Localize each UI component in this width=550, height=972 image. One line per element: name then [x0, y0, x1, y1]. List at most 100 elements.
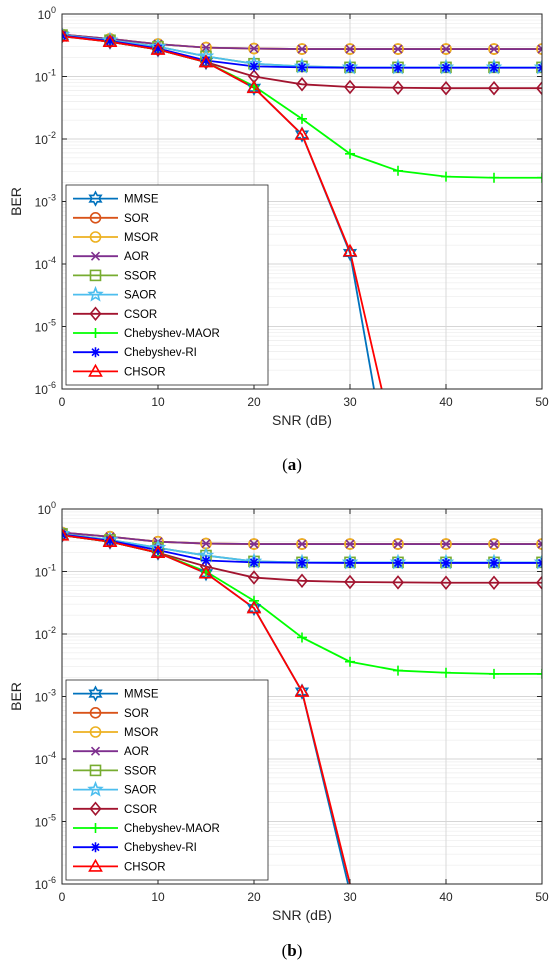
data-point-mmse — [246, 599, 262, 617]
data-point-msor — [440, 43, 452, 55]
legend-entry-mmse: MMSE — [124, 689, 159, 701]
data-point-csor — [439, 575, 453, 591]
legend-marker-msor — [89, 726, 102, 738]
series-line-chebyshev-maor — [62, 34, 542, 179]
legend-marker-chebyshev-ri — [90, 842, 101, 853]
data-point-csor — [535, 80, 542, 96]
data-point-msor — [488, 43, 500, 55]
data-point-csor — [151, 42, 165, 57]
legend-entry-csor: CSOR — [124, 309, 157, 321]
data-point-csor — [535, 575, 542, 591]
legend-entry-chebyshev-maor: Chebyshev-MAOR — [124, 328, 220, 340]
data-point-aor — [489, 44, 499, 54]
data-point-aor — [249, 43, 259, 54]
data-point-chebyshev-ri — [441, 62, 451, 73]
data-point-csor — [439, 80, 453, 96]
data-point-aor — [201, 43, 211, 53]
legend-entry-chebyshev-ri: Chebyshev-RI — [124, 842, 197, 854]
data-point-aor — [249, 539, 259, 549]
legend-marker-chsor — [88, 363, 103, 377]
data-point-chebyshev-maor — [393, 665, 403, 676]
data-point-aor — [201, 538, 211, 549]
data-point-msor — [296, 538, 308, 550]
y-tick-label: 10-1 — [35, 68, 56, 85]
legend: MMSE SOR MSOR AOR SSOR SAOR CSOR Chebyshev-MAOR… — [65, 679, 269, 881]
y-tick-label: 10-3 — [35, 193, 56, 210]
legend-entry-chsor: CHSOR — [124, 366, 166, 378]
data-point-csor — [295, 573, 309, 589]
data-point-chsor — [62, 527, 70, 541]
ber-chart-a: 0 10 20 30 40 50 100 10-1 10-2 10-3 10-4 10-5 10-6 SN… — [8, 5, 549, 474]
data-point-msor — [296, 43, 308, 55]
data-point-csor — [487, 80, 501, 96]
legend-entry-msor: MSOR — [124, 727, 159, 739]
data-point-saor — [62, 26, 71, 43]
data-point-chebyshev-ri — [393, 62, 403, 73]
x-tick-label: 20 — [247, 395, 261, 409]
data-point-chebyshev-ri — [489, 557, 499, 568]
data-point-csor — [295, 77, 309, 92]
legend-entry-sor: SOR — [124, 708, 149, 720]
legend-entry-mmse: MMSE — [124, 194, 159, 206]
x-tick-label: 0 — [59, 890, 66, 904]
x-tick-label: 30 — [343, 395, 357, 409]
data-point-csor — [391, 80, 405, 96]
legend-marker-ssor — [89, 764, 102, 777]
data-point-chebyshev-maor — [297, 113, 307, 124]
data-point-chebyshev-ri — [441, 557, 451, 568]
legend-marker-sor — [89, 707, 102, 719]
data-point-msor — [248, 42, 260, 55]
data-point-aor — [393, 44, 403, 54]
y-tick-label: 100 — [38, 5, 56, 22]
data-point-msor — [536, 43, 542, 55]
legend-entry-chsor: CHSOR — [124, 861, 166, 873]
data-point-aor — [441, 44, 451, 54]
legend-marker-csor — [89, 801, 102, 817]
legend-marker-saor — [87, 285, 104, 302]
legend-marker-csor — [89, 306, 102, 322]
legend-entry-saor: SAOR — [124, 785, 157, 797]
figure-caption: (b) — [282, 941, 303, 960]
data-point-msor — [440, 538, 452, 550]
data-point-aor — [537, 539, 542, 549]
data-point-msor — [344, 538, 356, 550]
data-point-msor — [200, 41, 212, 54]
data-point-chebyshev-ri — [345, 557, 355, 568]
data-point-chebyshev-maor — [393, 165, 403, 176]
ber-chart-b: 0 10 20 30 40 50 100 10-1 10-2 10-3 10-4 10-5 10-6 SN… — [8, 500, 549, 960]
x-tick-label: 10 — [151, 890, 165, 904]
legend-marker-chebyshev-maor — [90, 328, 101, 338]
data-point-aor — [345, 539, 355, 549]
data-point-chebyshev-maor — [345, 656, 355, 667]
legend-marker-msor — [89, 231, 102, 243]
data-point-chebyshev-maor — [489, 668, 499, 679]
y-tick-label: 10-3 — [35, 688, 56, 705]
figure-panel-a: 0 10 20 30 40 50 100 10-1 10-2 10-3 10-4 10-5 10-6 SN… — [8, 5, 549, 474]
data-point-csor — [343, 574, 357, 590]
data-point-chsor — [246, 600, 262, 614]
figure-panel-b: 0 10 20 30 40 50 100 10-1 10-2 10-3 10-4 10-5 10-6 SN… — [0, 495, 550, 972]
data-point-chebyshev-maor — [441, 667, 451, 678]
y-tick-label: 10-2 — [35, 625, 56, 642]
data-point-chebyshev-ri — [489, 62, 499, 73]
legend-entry-saor: SAOR — [124, 290, 157, 302]
plot-area — [62, 525, 542, 884]
data-point-mmse — [342, 244, 358, 262]
data-point-csor — [343, 79, 357, 95]
legend-entry-sor: SOR — [124, 213, 149, 225]
data-point-aor — [345, 44, 355, 54]
y-tick-label: 10-6 — [35, 875, 56, 892]
y-tick-label: 10-2 — [35, 130, 56, 147]
legend-marker-ssor — [89, 269, 102, 282]
y-tick-label: 10-5 — [35, 813, 56, 830]
data-point-chebyshev-maor — [489, 172, 499, 183]
data-point-saor — [533, 58, 542, 75]
data-point-aor — [441, 539, 451, 549]
x-tick-label: 40 — [439, 395, 453, 409]
legend-entry-ssor: SSOR — [124, 270, 157, 282]
data-point-chebyshev-ri — [393, 557, 403, 568]
y-tick-label: 10-1 — [35, 563, 56, 580]
y-tick-label: 10-5 — [35, 318, 56, 335]
data-point-chebyshev-ri — [249, 557, 259, 568]
data-point-chsor — [150, 545, 166, 558]
